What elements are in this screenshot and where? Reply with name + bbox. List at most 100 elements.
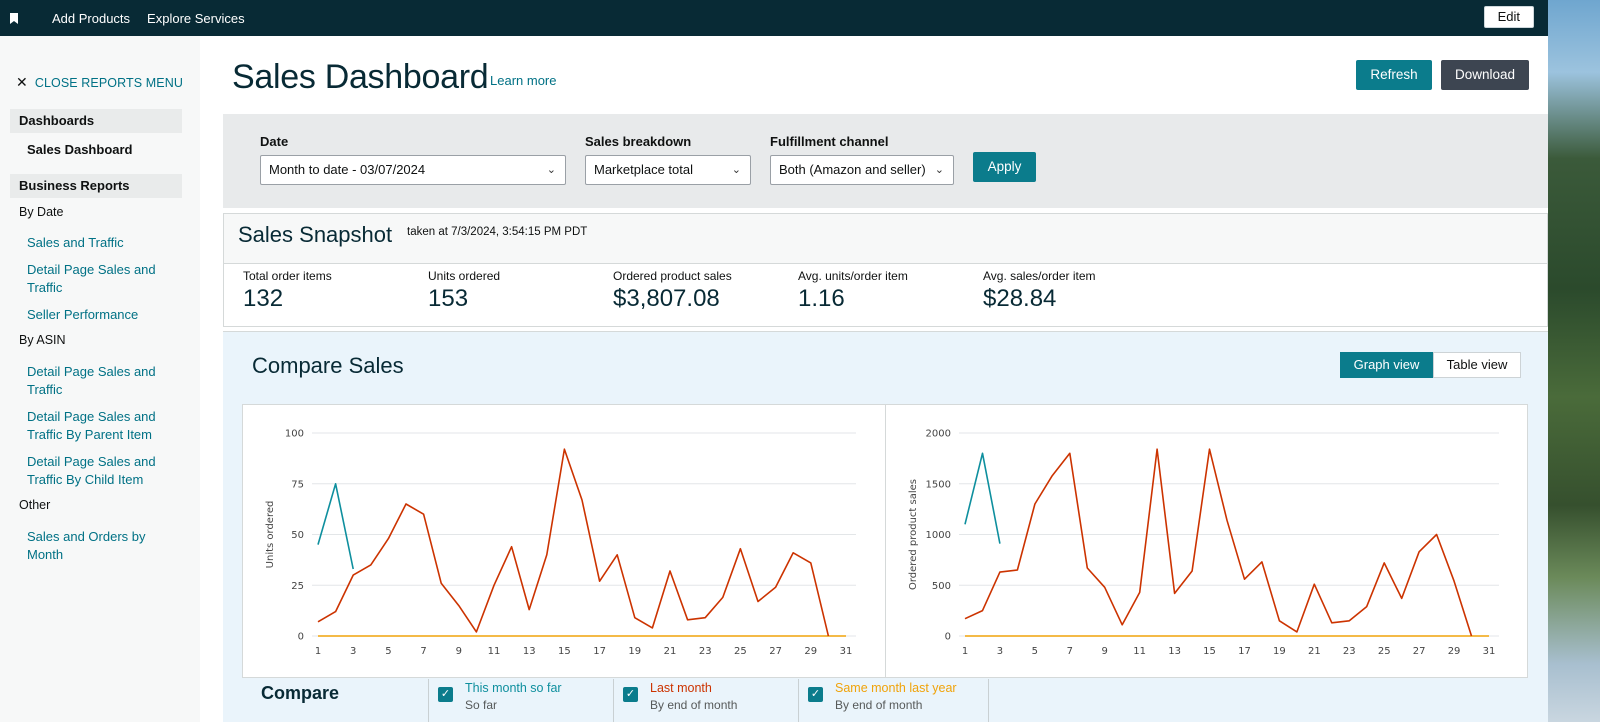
metric-units-ordered: Units ordered 153: [428, 269, 500, 313]
metric-value: 153: [428, 285, 469, 312]
apply-button[interactable]: Apply: [973, 152, 1036, 182]
table-view-toggle[interactable]: Table view: [1433, 352, 1521, 378]
nav-explore-services[interactable]: Explore Services: [147, 10, 245, 26]
x-tick-label: 21: [1308, 646, 1321, 657]
metric-label: Total order items: [243, 269, 332, 283]
filter-bar: Date Month to date - 03/07/2024 ⌄ Sales …: [223, 114, 1548, 208]
x-tick-label: 13: [1168, 646, 1181, 657]
x-tick-label: 11: [488, 646, 501, 657]
x-tick-label: 31: [840, 646, 853, 657]
sidebar-link-sales-orders-by-month[interactable]: Sales and Orders by Month: [27, 529, 146, 562]
legend-sub: By end of month: [650, 698, 738, 712]
close-icon: ✕: [16, 74, 28, 90]
chevron-down-icon: ⌄: [934, 164, 944, 176]
legend-divider: [613, 679, 614, 722]
nav-add-products[interactable]: Add Products: [52, 10, 131, 26]
sidebar-link-asin-detail-page-sales-traffic[interactable]: Detail Page Sales and Traffic: [27, 364, 156, 397]
legend-divider: [428, 679, 429, 722]
sales-breakdown-select[interactable]: Marketplace total ⌄: [585, 155, 751, 185]
fulfillment-channel-select[interactable]: Both (Amazon and seller) ⌄: [770, 155, 954, 185]
metric-value: 132: [243, 285, 284, 312]
date-select[interactable]: Month to date - 03/07/2024 ⌄: [260, 155, 566, 185]
sidebar-section-business-reports: Business Reports: [10, 174, 182, 198]
x-tick-label: 3: [997, 646, 1003, 657]
metric-label: Units ordered: [428, 269, 501, 283]
legend-divider: [798, 679, 799, 722]
download-button[interactable]: Download: [1441, 60, 1529, 90]
fulfillment-channel-value: Both (Amazon and seller): [779, 162, 926, 177]
metric-value: 1.16: [798, 285, 845, 312]
series-line-this-month: [964, 452, 1001, 544]
x-tick-label: 15: [1203, 646, 1216, 657]
x-tick-label: 21: [664, 646, 677, 657]
sidebar-link-by-child-item[interactable]: Detail Page Sales and Traffic By Child I…: [27, 454, 156, 487]
checkbox-checked-icon[interactable]: ✓: [438, 687, 453, 702]
series-line-last-month: [964, 448, 1473, 637]
sidebar-group-by-asin: By ASIN: [19, 333, 66, 347]
learn-more-link[interactable]: Learn more: [490, 73, 557, 88]
x-tick-label: 9: [1102, 646, 1108, 657]
y-tick-label: 100: [285, 429, 304, 440]
x-tick-label: 13: [523, 646, 536, 657]
legend-name: Last month: [650, 681, 712, 695]
x-tick-label: 29: [1448, 646, 1461, 657]
metric-value: $28.84: [983, 285, 1057, 312]
checkbox-checked-icon[interactable]: ✓: [623, 687, 638, 702]
x-tick-label: 9: [456, 646, 462, 657]
close-reports-menu-button[interactable]: ✕ CLOSE REPORTS MENU: [16, 74, 183, 91]
top-bar: Add Products Explore Services Edit: [0, 0, 1548, 36]
chevron-down-icon: ⌄: [731, 164, 741, 176]
legend-sub: So far: [465, 698, 498, 712]
y-tick-label: 2000: [926, 429, 951, 440]
date-select-value: Month to date - 03/07/2024: [269, 162, 426, 177]
snapshot-header: Sales Snapshot taken at 7/3/2024, 3:54:1…: [224, 214, 1547, 264]
sidebar-link-detail-page-sales-traffic[interactable]: Detail Page Sales and Traffic: [27, 262, 156, 295]
x-tick-label: 15: [558, 646, 571, 657]
x-tick-label: 29: [804, 646, 817, 657]
sidebar-item-sales-dashboard[interactable]: Sales Dashboard: [27, 142, 133, 157]
metric-label: Avg. sales/order item: [983, 269, 1096, 283]
chart-divider: [885, 405, 886, 677]
bookmark-icon[interactable]: [10, 12, 18, 24]
sidebar-link-seller-performance[interactable]: Seller Performance: [27, 307, 139, 322]
checkbox-checked-icon[interactable]: ✓: [808, 687, 823, 702]
x-tick-label: 27: [1413, 646, 1426, 657]
x-tick-label: 25: [734, 646, 747, 657]
legend-name: This month so far: [465, 681, 562, 695]
series-line-last-month: [317, 448, 830, 637]
x-tick-label: 23: [699, 646, 712, 657]
x-tick-label: 11: [1133, 646, 1146, 657]
reports-sidebar: ✕ CLOSE REPORTS MENU Dashboards Sales Da…: [0, 36, 200, 722]
metric-label: Avg. units/order item: [798, 269, 908, 283]
y-axis-label: Units ordered: [265, 501, 276, 569]
refresh-button[interactable]: Refresh: [1356, 60, 1432, 90]
sales-breakdown-label: Sales breakdown: [585, 134, 692, 149]
y-tick-label: 1000: [926, 530, 951, 541]
x-tick-label: 19: [1273, 646, 1286, 657]
edit-button[interactable]: Edit: [1483, 6, 1534, 28]
x-tick-label: 17: [593, 646, 606, 657]
x-tick-label: 5: [1032, 646, 1038, 657]
chevron-down-icon: ⌄: [546, 164, 556, 176]
compare-label: Compare: [261, 683, 340, 703]
x-tick-label: 25: [1378, 646, 1391, 657]
x-tick-label: 7: [420, 646, 426, 657]
legend-name: Same month last year: [835, 681, 957, 695]
metric-total-order-items: Total order items 132: [243, 269, 332, 313]
x-tick-label: 3: [350, 646, 356, 657]
y-tick-label: 1500: [926, 479, 951, 490]
metric-avg-units-per-order: Avg. units/order item 1.16: [798, 269, 908, 313]
sidebar-group-by-date: By Date: [19, 205, 64, 219]
x-tick-label: 5: [385, 646, 391, 657]
x-tick-label: 27: [769, 646, 782, 657]
x-tick-label: 31: [1483, 646, 1496, 657]
sidebar-group-other: Other: [19, 498, 51, 512]
snapshot-timestamp: taken at 7/3/2024, 3:54:15 PM PDT: [407, 226, 588, 238]
x-tick-label: 7: [1067, 646, 1073, 657]
metric-value: $3,807.08: [613, 285, 720, 312]
y-tick-label: 0: [945, 632, 951, 643]
sidebar-link-by-parent-item[interactable]: Detail Page Sales and Traffic By Parent …: [27, 409, 156, 442]
graph-view-toggle[interactable]: Graph view: [1340, 352, 1433, 378]
sidebar-link-sales-and-traffic[interactable]: Sales and Traffic: [27, 235, 124, 250]
